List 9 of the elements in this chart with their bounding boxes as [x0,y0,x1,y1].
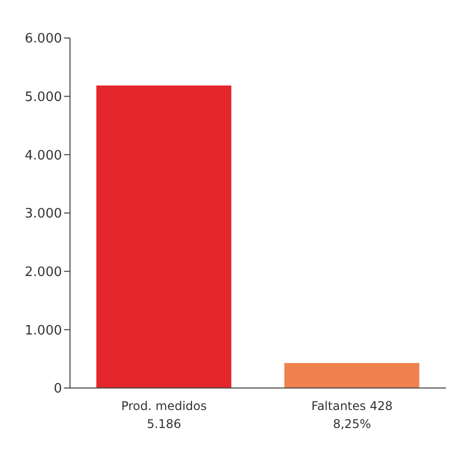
y-tick-label: 6.000 [24,32,62,47]
y-tick-label: 4.000 [24,148,62,164]
x-tick-label: Faltantes 428 8,25% [311,399,393,431]
x-tick-label: Prod. medidos 5.186 [121,399,207,431]
y-tick-label: 2.000 [24,264,62,280]
y-tick-label: 5.000 [24,90,62,105]
y-tick-label: 3.000 [24,206,62,222]
y-tick-label: 0 [54,382,62,397]
y-tick-label: 1.000 [24,323,62,338]
